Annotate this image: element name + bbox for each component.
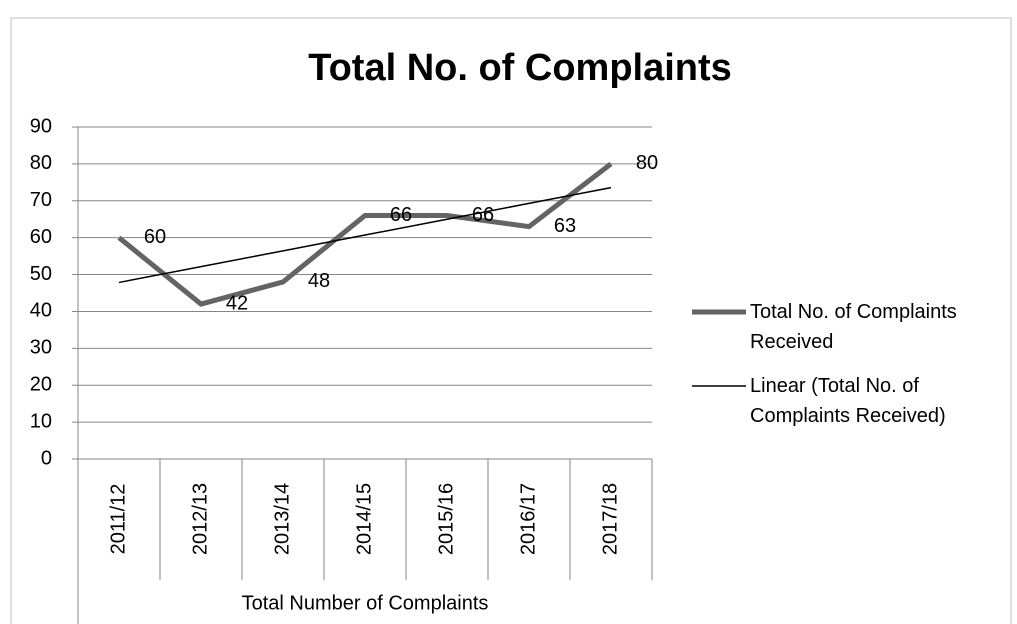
data-label: 63 xyxy=(554,215,576,237)
data-line xyxy=(117,161,613,307)
x-tick-label: 2013/14 xyxy=(271,483,293,555)
chart-border xyxy=(10,17,1012,624)
data-label: 80 xyxy=(636,152,658,174)
x-tick-label: 2016/17 xyxy=(517,483,539,555)
y-tick-label: 80 xyxy=(30,152,52,174)
x-tick-label: 2011/12 xyxy=(107,484,129,555)
y-tick-label: 40 xyxy=(30,300,52,322)
data-label: 66 xyxy=(472,204,494,226)
x-tick-label: 2017/18 xyxy=(599,483,621,555)
y-tick-label: 30 xyxy=(30,337,52,359)
data-label: 60 xyxy=(144,226,166,248)
x-group-label: Total Number of Complaints xyxy=(242,592,489,614)
data-label: 66 xyxy=(390,204,412,226)
data-label: 48 xyxy=(308,270,330,292)
legend-label: Total No. of Complaints Received xyxy=(750,301,957,353)
trend-line xyxy=(118,186,612,284)
y-tick-label: 20 xyxy=(30,374,52,396)
data-label: 42 xyxy=(226,292,248,314)
x-tick-label: 2015/16 xyxy=(435,483,457,555)
chart-title: Total No. of Complaints xyxy=(308,47,732,89)
y-tick-label: 50 xyxy=(30,263,52,285)
y-tick-label: 0 xyxy=(41,447,52,469)
x-tick-label: 2012/13 xyxy=(189,483,211,555)
y-tick-label: 90 xyxy=(30,115,52,137)
y-tick-label: 10 xyxy=(30,410,52,432)
y-tick-label: 60 xyxy=(30,226,52,248)
y-tick-label: 70 xyxy=(30,189,52,211)
x-tick-label: 2014/15 xyxy=(353,483,375,555)
legend-label: Linear (Total No. of Complaints Received… xyxy=(750,375,946,427)
